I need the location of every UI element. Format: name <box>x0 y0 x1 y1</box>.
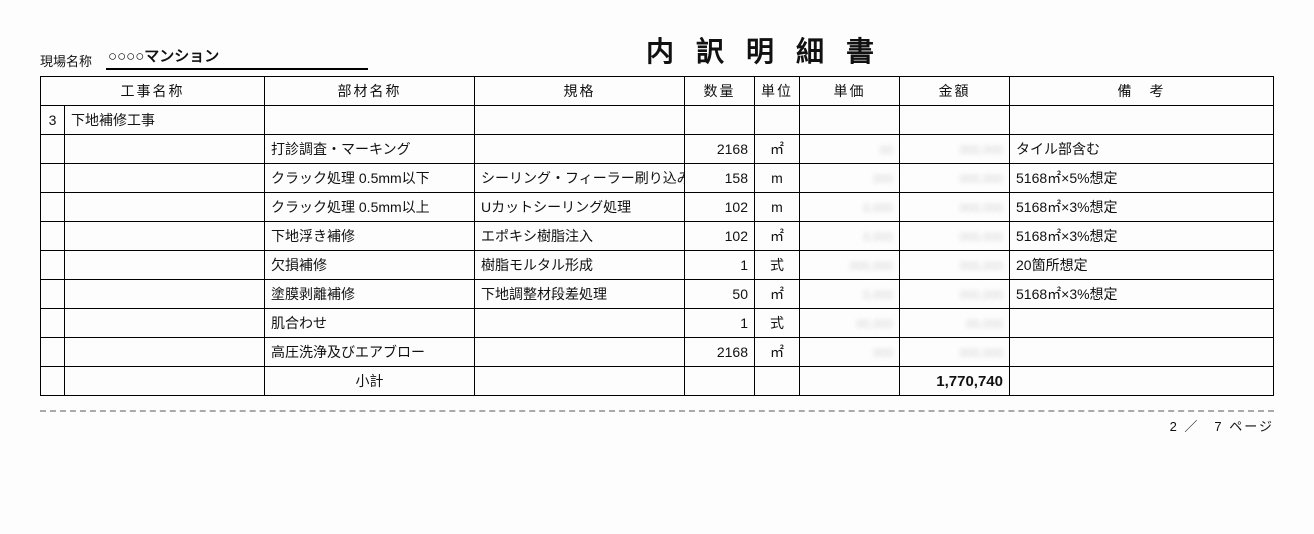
table-row: 下地浮き補修エポキシ樹脂注入102㎡0,000000,0005168㎡×3%想定 <box>41 222 1274 251</box>
document-title: 内訳明細書 <box>268 30 1274 70</box>
table-row: クラック処理 0.5mm以上Uカットシーリング処理102m0,000000,00… <box>41 193 1274 222</box>
cell-note: 5168㎡×3%想定 <box>1010 193 1274 222</box>
cell-note: 5168㎡×5%想定 <box>1010 164 1274 193</box>
cell-amount: 00,000 <box>900 309 1010 338</box>
table-row: 塗膜剥離補修下地調整材段差処理50㎡0,000000,0005168㎡×3%想定 <box>41 280 1274 309</box>
cell-material: クラック処理 0.5mm以上 <box>265 193 475 222</box>
cell-qty: 102 <box>685 222 755 251</box>
cell-unit: m <box>755 164 800 193</box>
cell-spec: 下地調整材段差処理 <box>475 280 685 309</box>
cell-material: 欠損補修 <box>265 251 475 280</box>
cell-price: 0,000 <box>800 280 900 309</box>
cell-price: 0,000 <box>800 193 900 222</box>
cell-price: 000,000 <box>800 251 900 280</box>
cell-unit: ㎡ <box>755 135 800 164</box>
cell-note: 5168㎡×3%想定 <box>1010 280 1274 309</box>
cell-unit: 式 <box>755 309 800 338</box>
cell-material: 高圧洗浄及びエアブロー <box>265 338 475 367</box>
cell-price: 000 <box>800 338 900 367</box>
site-label: 現場名称 <box>40 51 92 70</box>
table-header-row: 工事名称 部材名称 規格 数量 単位 単価 金額 備 考 <box>41 77 1274 106</box>
col-qty: 数量 <box>685 77 755 106</box>
cell-qty: 2168 <box>685 338 755 367</box>
cell-qty: 158 <box>685 164 755 193</box>
cell-amount: 000,000 <box>900 135 1010 164</box>
cell-material: クラック処理 0.5mm以下 <box>265 164 475 193</box>
cell-material: 塗膜剥離補修 <box>265 280 475 309</box>
cell-unit: 式 <box>755 251 800 280</box>
cell-qty: 2168 <box>685 135 755 164</box>
subtotal-label: 小計 <box>265 367 475 396</box>
cell-amount: 000,000 <box>900 193 1010 222</box>
table-row: 欠損補修樹脂モルタル形成1式000,000000,00020箇所想定 <box>41 251 1274 280</box>
cell-note: タイル部含む <box>1010 135 1274 164</box>
section-name: 下地補修工事 <box>65 106 265 135</box>
table-row: 肌合わせ1式00,00000,000 <box>41 309 1274 338</box>
cell-spec: Uカットシーリング処理 <box>475 193 685 222</box>
page-footer: 2 ／ 7 ページ <box>40 410 1274 435</box>
table-row: クラック処理 0.5mm以下シーリング・フィーラー刷り込み158m000000,… <box>41 164 1274 193</box>
cell-unit: ㎡ <box>755 280 800 309</box>
cell-price: 00,000 <box>800 309 900 338</box>
col-work: 工事名称 <box>41 77 265 106</box>
cell-amount: 000,000 <box>900 251 1010 280</box>
subtotal-amount: 1,770,740 <box>900 367 1010 396</box>
cell-qty: 1 <box>685 251 755 280</box>
col-price: 単価 <box>800 77 900 106</box>
cell-material: 肌合わせ <box>265 309 475 338</box>
col-material: 部材名称 <box>265 77 475 106</box>
cell-spec <box>475 135 685 164</box>
cell-spec: シーリング・フィーラー刷り込み <box>475 164 685 193</box>
cell-spec: エポキシ樹脂注入 <box>475 222 685 251</box>
cell-spec: 樹脂モルタル形成 <box>475 251 685 280</box>
col-unit: 単位 <box>755 77 800 106</box>
cell-price: 000 <box>800 164 900 193</box>
cell-note <box>1010 309 1274 338</box>
cell-note: 5168㎡×3%想定 <box>1010 222 1274 251</box>
cell-note <box>1010 338 1274 367</box>
section-no: 3 <box>41 106 65 135</box>
cell-amount: 000,000 <box>900 222 1010 251</box>
cell-note: 20箇所想定 <box>1010 251 1274 280</box>
section-row: 3 下地補修工事 <box>41 106 1274 135</box>
cell-amount: 000,000 <box>900 338 1010 367</box>
col-spec: 規格 <box>475 77 685 106</box>
cell-material: 下地浮き補修 <box>265 222 475 251</box>
header-bar: 現場名称 ○○○○マンション 内訳明細書 <box>40 30 1274 70</box>
cell-amount: 000,000 <box>900 164 1010 193</box>
cell-qty: 102 <box>685 193 755 222</box>
table-row: 高圧洗浄及びエアブロー 2168㎡000000,000 <box>41 338 1274 367</box>
cell-unit: ㎡ <box>755 222 800 251</box>
cell-qty: 1 <box>685 309 755 338</box>
cell-price: 00 <box>800 135 900 164</box>
cell-unit: ㎡ <box>755 338 800 367</box>
subtotal-row: 小計 1,770,740 <box>41 367 1274 396</box>
cell-spec <box>475 309 685 338</box>
cell-qty: 50 <box>685 280 755 309</box>
col-note: 備 考 <box>1010 77 1274 106</box>
detail-table: 工事名称 部材名称 規格 数量 単位 単価 金額 備 考 3 下地補修工事 打診… <box>40 76 1274 396</box>
cell-amount: 000,000 <box>900 280 1010 309</box>
cell-price: 0,000 <box>800 222 900 251</box>
page-number: 2 ／ 7 ページ <box>1170 419 1274 434</box>
cell-spec <box>475 338 685 367</box>
cell-unit: m <box>755 193 800 222</box>
col-amount: 金額 <box>900 77 1010 106</box>
table-row: 打診調査・マーキング 2168㎡00000,000タイル部含む <box>41 135 1274 164</box>
cell-material: 打診調査・マーキング <box>265 135 475 164</box>
